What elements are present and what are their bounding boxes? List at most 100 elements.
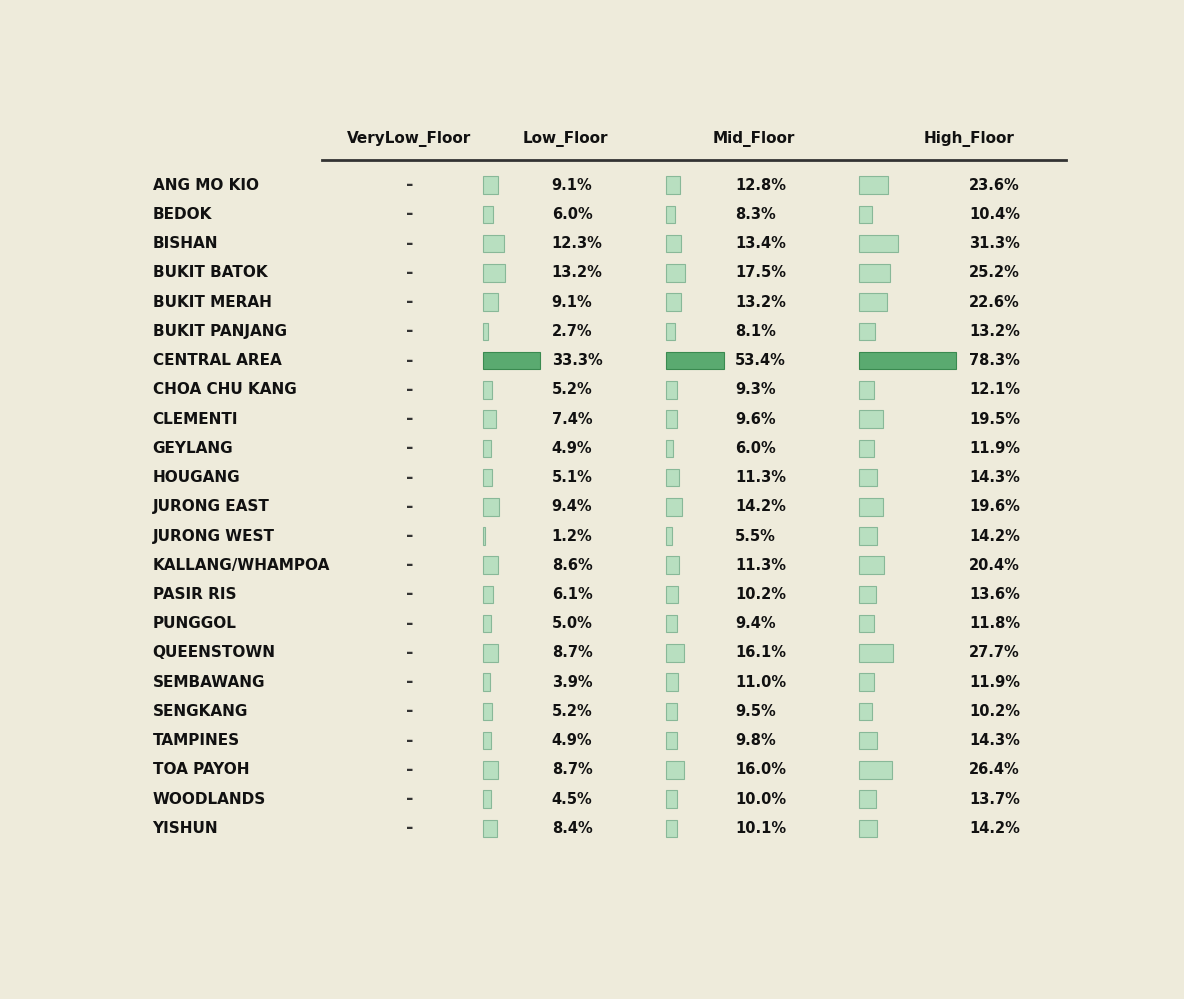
Text: JURONG WEST: JURONG WEST: [153, 528, 275, 543]
Text: 17.5%: 17.5%: [735, 266, 786, 281]
Text: 53.4%: 53.4%: [735, 354, 786, 369]
Bar: [483, 294, 498, 311]
Bar: [860, 381, 874, 399]
Text: -: -: [406, 585, 413, 603]
Text: 5.2%: 5.2%: [552, 383, 592, 398]
Bar: [667, 673, 678, 691]
Text: 5.2%: 5.2%: [552, 704, 592, 719]
Text: -: -: [406, 702, 413, 720]
Text: HOUGANG: HOUGANG: [153, 471, 240, 486]
Text: 14.2%: 14.2%: [970, 528, 1021, 543]
Text: PASIR RIS: PASIR RIS: [153, 587, 236, 602]
Bar: [860, 235, 897, 253]
Text: -: -: [406, 498, 413, 515]
Text: YISHUN: YISHUN: [153, 821, 218, 836]
Text: 16.0%: 16.0%: [735, 762, 786, 777]
Bar: [860, 352, 955, 370]
Bar: [483, 761, 497, 778]
Text: VeryLow_Floor: VeryLow_Floor: [347, 131, 471, 147]
Text: 10.1%: 10.1%: [735, 821, 786, 836]
Text: 31.3%: 31.3%: [970, 236, 1021, 251]
Text: -: -: [406, 731, 413, 749]
Bar: [483, 235, 504, 253]
Text: 9.6%: 9.6%: [735, 412, 776, 427]
Text: 14.2%: 14.2%: [735, 500, 786, 514]
Bar: [483, 323, 488, 341]
Text: 7.4%: 7.4%: [552, 412, 592, 427]
Text: TAMPINES: TAMPINES: [153, 733, 239, 748]
Bar: [860, 527, 876, 544]
Text: CLEMENTI: CLEMENTI: [153, 412, 238, 427]
Bar: [483, 499, 498, 515]
Bar: [667, 615, 676, 632]
Bar: [860, 177, 888, 194]
Text: 9.3%: 9.3%: [735, 383, 776, 398]
Text: 11.8%: 11.8%: [970, 616, 1021, 631]
Bar: [667, 819, 677, 837]
Text: CHOA CHU KANG: CHOA CHU KANG: [153, 383, 296, 398]
Text: 11.9%: 11.9%: [970, 674, 1021, 689]
Text: BUKIT PANJANG: BUKIT PANJANG: [153, 324, 287, 339]
Bar: [667, 702, 677, 720]
Text: 33.3%: 33.3%: [552, 354, 603, 369]
Text: 9.4%: 9.4%: [735, 616, 776, 631]
Text: 8.4%: 8.4%: [552, 821, 592, 836]
Bar: [667, 323, 675, 341]
Bar: [483, 790, 490, 808]
Text: 5.1%: 5.1%: [552, 471, 593, 486]
Text: SENGKANG: SENGKANG: [153, 704, 247, 719]
Text: 4.9%: 4.9%: [552, 441, 592, 456]
Bar: [667, 177, 681, 194]
Bar: [667, 761, 684, 778]
Text: 6.0%: 6.0%: [735, 441, 776, 456]
Bar: [667, 732, 677, 749]
Text: -: -: [406, 790, 413, 808]
Text: -: -: [406, 352, 413, 370]
Text: 10.4%: 10.4%: [970, 207, 1021, 222]
Bar: [483, 352, 540, 370]
Bar: [860, 264, 890, 282]
Text: 78.3%: 78.3%: [970, 354, 1021, 369]
Text: 16.1%: 16.1%: [735, 645, 786, 660]
Bar: [483, 673, 489, 691]
Text: 19.6%: 19.6%: [970, 500, 1021, 514]
Text: -: -: [406, 235, 413, 253]
Text: SEMBAWANG: SEMBAWANG: [153, 674, 265, 689]
Text: 10.2%: 10.2%: [735, 587, 786, 602]
Text: -: -: [406, 293, 413, 311]
Text: -: -: [406, 527, 413, 545]
Text: 12.8%: 12.8%: [735, 178, 786, 193]
Text: BUKIT MERAH: BUKIT MERAH: [153, 295, 271, 310]
Text: -: -: [406, 469, 413, 487]
Bar: [860, 556, 884, 574]
Text: KALLANG/WHAMPOA: KALLANG/WHAMPOA: [153, 557, 330, 572]
Text: -: -: [406, 556, 413, 574]
Text: 1.2%: 1.2%: [552, 528, 592, 543]
Text: 23.6%: 23.6%: [970, 178, 1019, 193]
Text: 11.0%: 11.0%: [735, 674, 786, 689]
Bar: [483, 411, 496, 428]
Bar: [860, 206, 871, 223]
Text: 5.5%: 5.5%: [735, 528, 777, 543]
Text: 14.2%: 14.2%: [970, 821, 1021, 836]
Text: 14.3%: 14.3%: [970, 733, 1021, 748]
Bar: [483, 585, 494, 603]
Bar: [483, 469, 491, 487]
Text: JURONG EAST: JURONG EAST: [153, 500, 270, 514]
Bar: [483, 819, 497, 837]
Text: -: -: [406, 323, 413, 341]
Text: 13.2%: 13.2%: [970, 324, 1021, 339]
Bar: [483, 264, 506, 282]
Bar: [860, 761, 892, 778]
Text: BISHAN: BISHAN: [153, 236, 218, 251]
Bar: [667, 440, 673, 458]
Text: 11.3%: 11.3%: [735, 471, 786, 486]
Text: WOODLANDS: WOODLANDS: [153, 791, 266, 806]
Text: -: -: [406, 381, 413, 399]
Bar: [860, 644, 893, 661]
Bar: [483, 644, 497, 661]
Text: 2.7%: 2.7%: [552, 324, 592, 339]
Bar: [860, 702, 871, 720]
Bar: [667, 585, 677, 603]
Text: 13.2%: 13.2%: [735, 295, 786, 310]
